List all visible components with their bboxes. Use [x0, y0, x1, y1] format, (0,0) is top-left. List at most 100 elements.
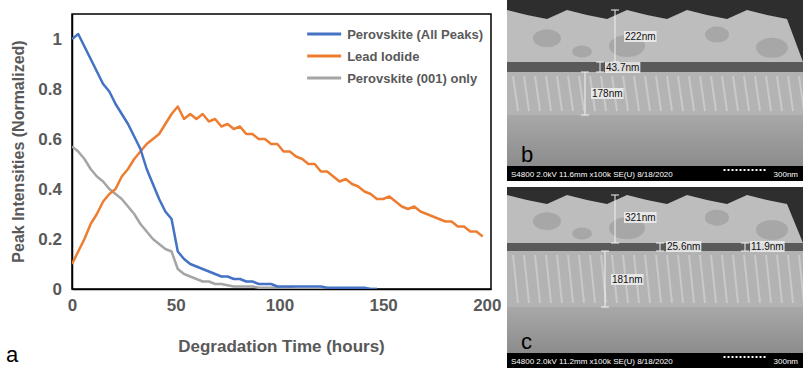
texture [557, 255, 562, 303]
texture [568, 76, 573, 111]
measure-line [615, 195, 616, 243]
texture [705, 210, 729, 226]
x-axis-title: Degradation Time (hours) [178, 337, 385, 356]
y-tick: 1 [53, 30, 72, 49]
panel-label: b [521, 142, 533, 167]
texture [535, 76, 540, 111]
substrate [507, 307, 803, 353]
measure-label: 181nm [612, 274, 643, 285]
layer [507, 195, 803, 243]
measure-cap [611, 195, 619, 196]
y-tick: 0.6 [38, 130, 72, 149]
texture [557, 76, 562, 111]
y-tick-label: 0 [53, 280, 62, 299]
footer-text: S4800 2.0kV 11.6mm x100k SE(U) 8/18/2020 [511, 170, 673, 179]
texture [572, 227, 592, 239]
legend-item: Lead Iodide [307, 49, 419, 64]
measure-cap [581, 72, 589, 73]
texture [733, 76, 738, 111]
measure-cap [741, 243, 749, 244]
series-line [72, 147, 377, 290]
micrograph: 222nm 43.7nm 178nm b S4800 2.0kV 11.6mm x100… [507, 0, 803, 181]
texture [678, 255, 683, 303]
series-line [72, 34, 377, 289]
layer [507, 62, 803, 72]
y-tick: 0.2 [38, 230, 72, 249]
footer-text: S4800 2.0kV 11.2mm x100k SE(U) 8/18/2020 [511, 357, 673, 366]
scale-bar [724, 356, 768, 358]
texture [744, 76, 749, 111]
texture [700, 255, 705, 303]
scale-bar [724, 169, 768, 171]
x-tick-label: 0 [68, 296, 77, 315]
texture [722, 255, 727, 303]
legend-label: Lead Iodide [347, 49, 419, 64]
y-tick: 0.4 [38, 180, 72, 199]
micrograph-image [507, 187, 803, 368]
measure-line [585, 72, 586, 115]
texture [755, 76, 760, 111]
y-tick-label: 1 [53, 30, 62, 49]
measure-cap [596, 72, 604, 73]
legend-swatch [307, 77, 341, 80]
texture [756, 38, 788, 58]
measure-label: 178nm [592, 88, 623, 99]
label-patch [666, 241, 701, 252]
series-line [72, 107, 483, 265]
measure-cap [656, 251, 664, 252]
texture [700, 76, 705, 111]
x-tick: 0 [68, 289, 77, 315]
layer [507, 72, 803, 115]
measure-line [615, 10, 616, 62]
texture [572, 46, 592, 58]
label-patch [750, 241, 785, 252]
texture [533, 212, 561, 230]
texture [546, 76, 551, 111]
layer [507, 10, 803, 62]
label-patch [624, 31, 657, 42]
scale-bar-label: 300nm [774, 357, 799, 366]
plot-frame [72, 14, 491, 289]
texture [568, 255, 573, 303]
figure: 05010015020000.20.40.60.81Degradation Ti… [0, 0, 803, 368]
footer-bar [507, 166, 803, 181]
texture [645, 255, 650, 303]
x-tick-label: 50 [167, 296, 186, 315]
legend-label: Perovskite (All Peaks) [347, 27, 483, 42]
texture [689, 76, 694, 111]
texture [579, 76, 584, 111]
label-patch [591, 88, 624, 99]
substrate [507, 115, 803, 166]
measure-label: 222nm [625, 31, 656, 42]
measure-label: 25.6nm [667, 241, 700, 252]
measure-line [745, 243, 746, 251]
label-patch [605, 62, 640, 73]
measure-cap [601, 251, 609, 252]
texture [546, 255, 551, 303]
legend: Perovskite (All Peaks)Lead IodidePerovsk… [307, 27, 483, 86]
texture [656, 76, 661, 111]
texture [756, 220, 788, 240]
texture [623, 76, 628, 111]
y-axis-line [72, 15, 74, 290]
texture [705, 27, 729, 43]
texture [535, 255, 540, 303]
texture [634, 76, 639, 111]
measure-cap [581, 115, 589, 116]
measure-label: 43.7nm [606, 62, 639, 73]
texture [711, 76, 716, 111]
footer-bar [507, 353, 803, 368]
legend-swatch [307, 55, 341, 58]
texture [689, 255, 694, 303]
y-tick-label: 0.6 [38, 130, 62, 149]
micrograph: 321nm25.6nm11.9nm181nmcS4800 2.0kV 11.2m… [507, 187, 803, 368]
y-tick-label: 0.2 [38, 230, 62, 249]
layer [507, 251, 803, 307]
measure-line [605, 251, 606, 307]
texture [590, 255, 595, 303]
texture [799, 76, 803, 111]
legend-swatch [307, 33, 341, 36]
texture [788, 255, 793, 303]
x-tick-label: 150 [369, 296, 397, 315]
texture [755, 255, 760, 303]
